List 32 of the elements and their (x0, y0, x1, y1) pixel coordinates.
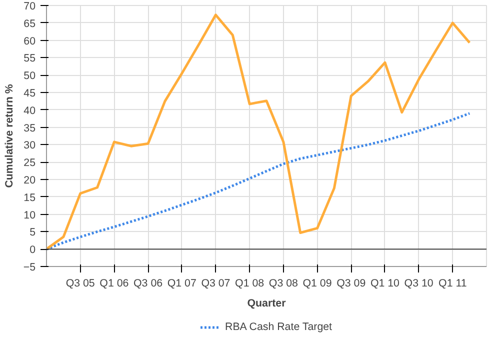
y-tick-label: 35 (24, 122, 36, 134)
y-tick-label: −5 (23, 262, 36, 274)
y-tick-label: 20 (24, 174, 36, 186)
y-tick-label: 70 (24, 0, 36, 12)
y-tick-label: 25 (24, 157, 36, 170)
legend-label: RBA Cash Rate Target (224, 321, 332, 333)
x-tick-label: Q1 10 (370, 278, 400, 290)
x-tick-label: Q3 08 (268, 278, 298, 290)
x-tick-label: Q3 05 (66, 278, 95, 290)
y-axis-title: Cumulative return % (3, 84, 16, 188)
x-tick-label: Q1 07 (167, 278, 196, 290)
x-tick-label: Q3 10 (404, 278, 434, 290)
y-tick-label: 40 (24, 104, 36, 117)
y-tick-label: 65 (24, 18, 36, 30)
y-tick-label: 60 (24, 35, 36, 48)
y-tick-label: 15 (24, 192, 36, 204)
x-tick-label: Q3 07 (201, 278, 230, 290)
x-tick-label: Q1 11 (438, 278, 467, 290)
y-tick-label: 30 (24, 140, 36, 152)
x-tick-label: Q1 06 (100, 278, 129, 290)
y-tick-label: 5 (30, 226, 36, 239)
y-tick-label: 55 (24, 52, 36, 65)
y-tick-label: 10 (24, 209, 36, 222)
x-tick-label: Q1 09 (302, 278, 332, 290)
y-tick-label: 0 (30, 244, 36, 256)
y-tick-label: 45 (24, 88, 36, 100)
x-tick-label: Q1 08 (235, 278, 264, 290)
x-tick-label: Q3 06 (134, 278, 163, 290)
x-tick-label: Q3 09 (336, 278, 366, 290)
x-axis-title: Quarter (247, 298, 286, 310)
line-series (46, 14, 471, 250)
y-tick-label: 50 (24, 70, 36, 82)
